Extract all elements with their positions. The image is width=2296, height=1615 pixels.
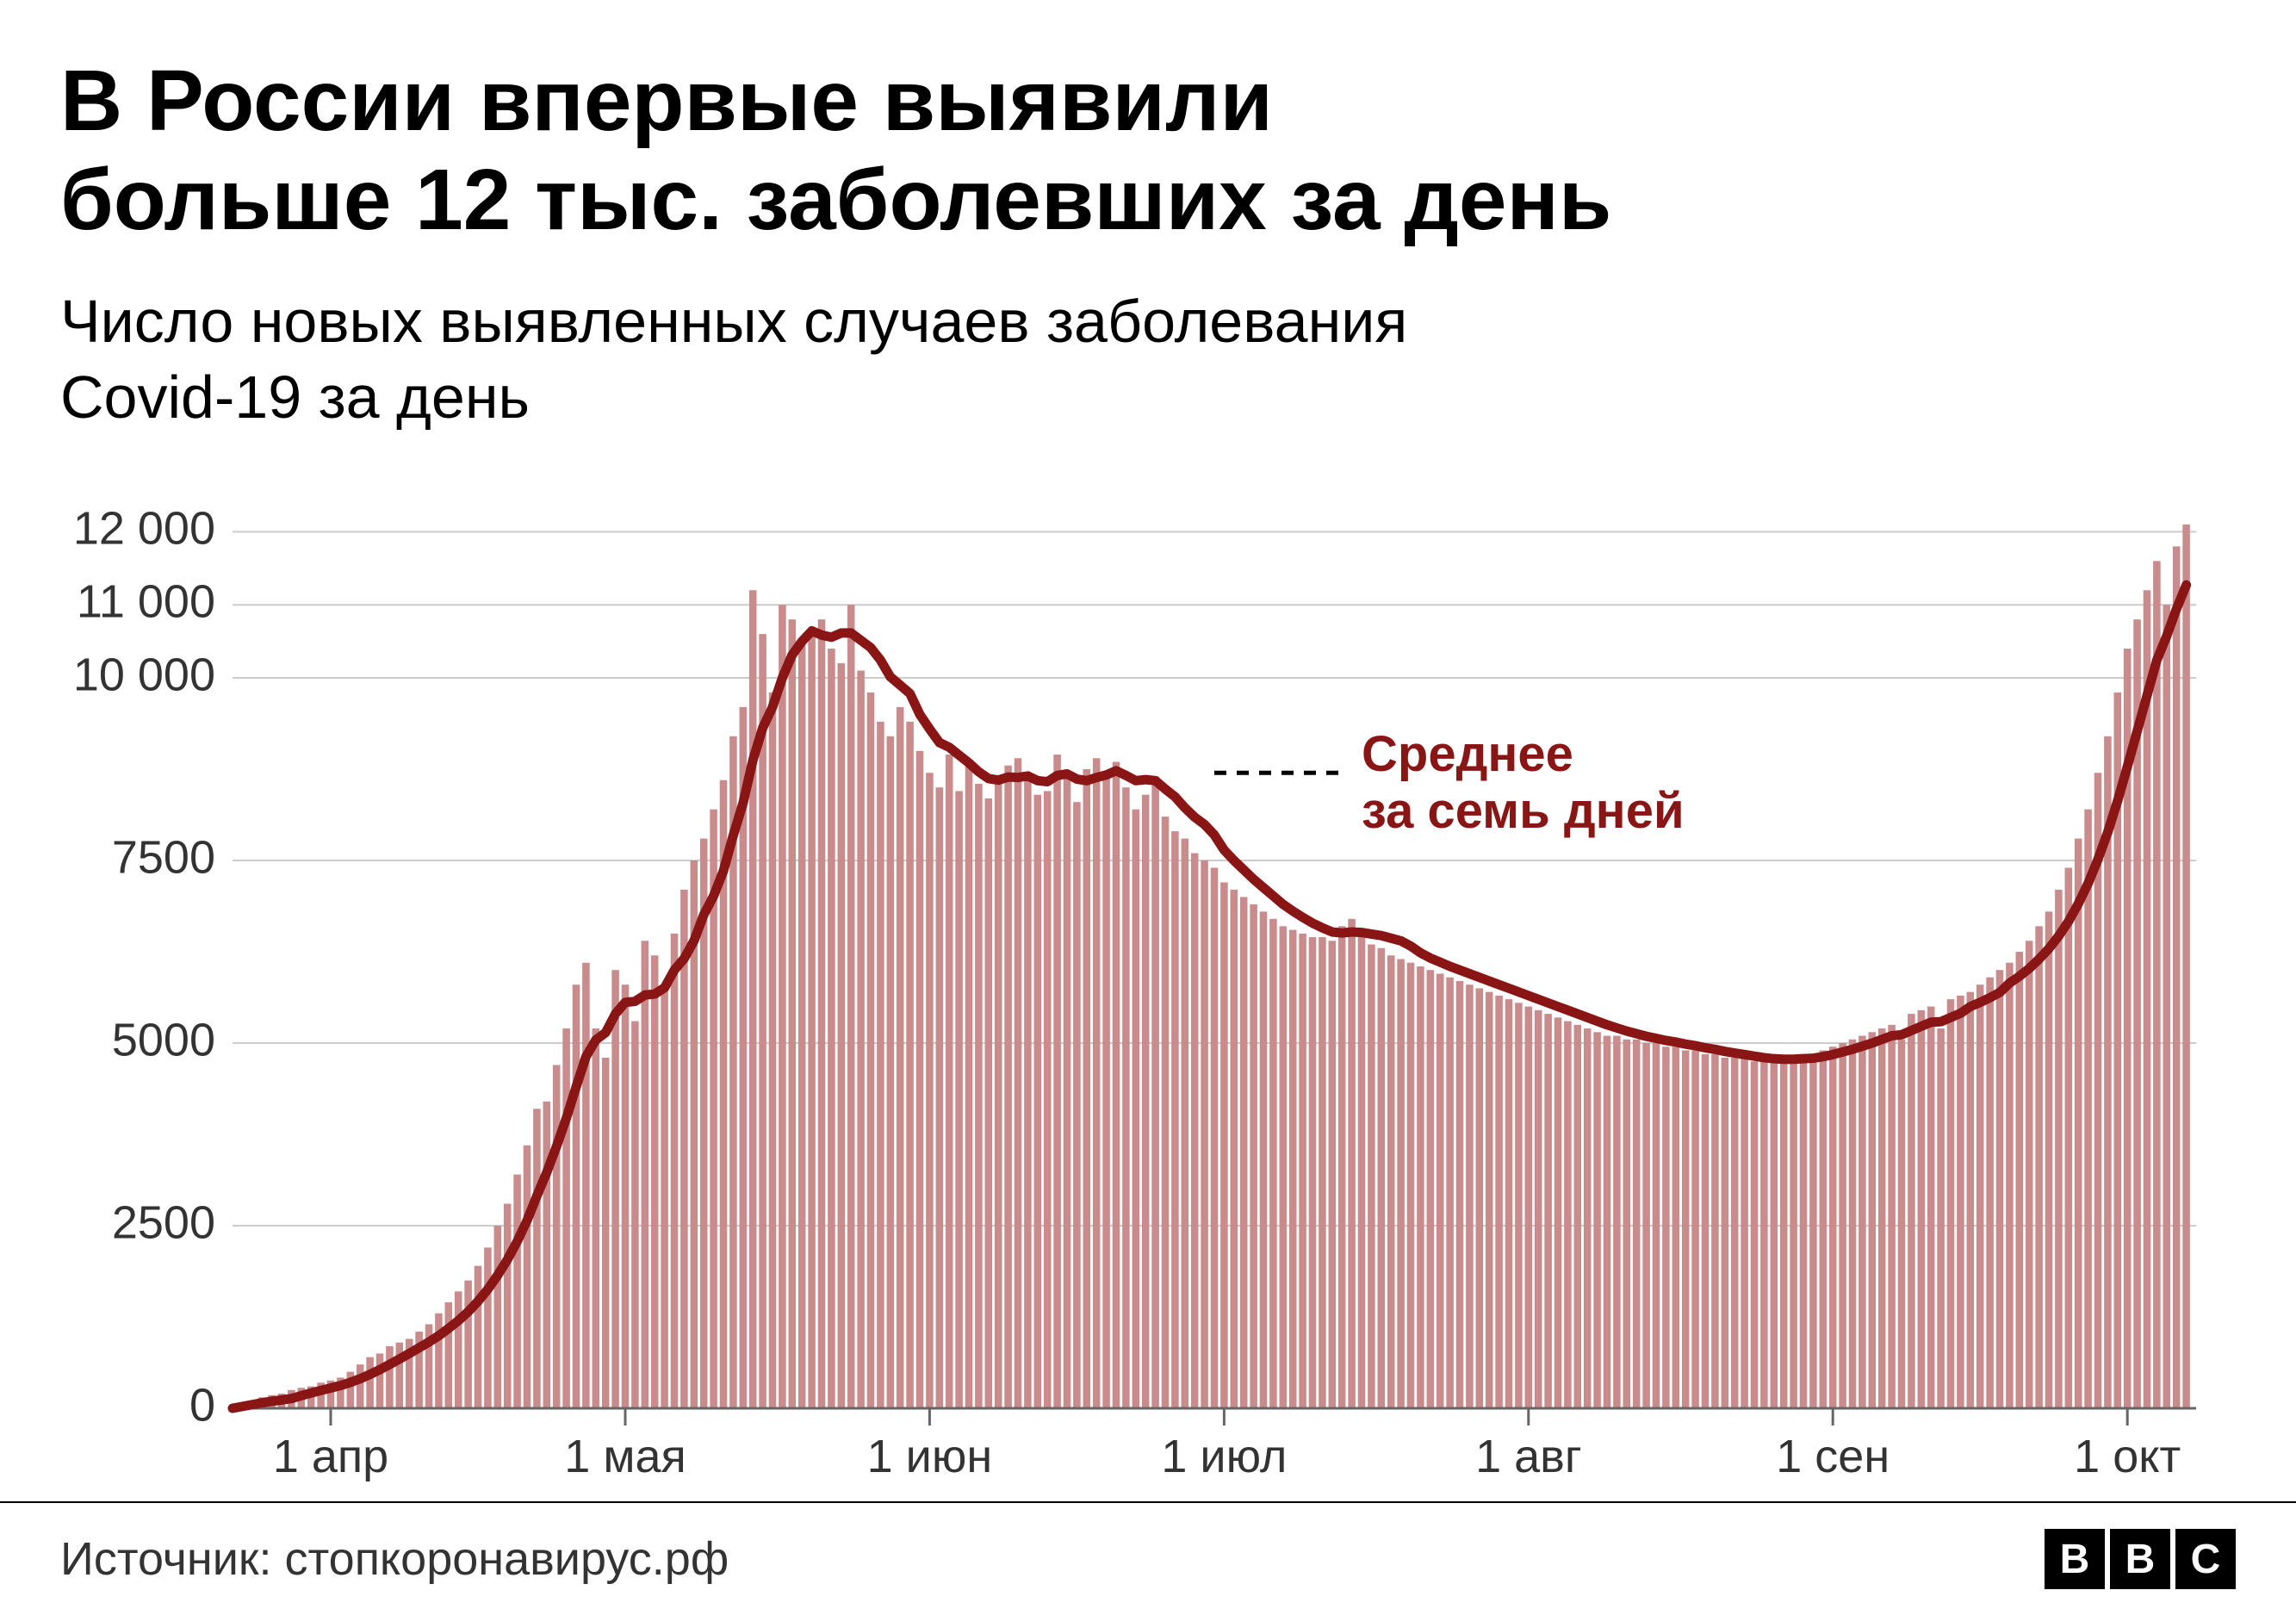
subtitle-line-1: Число новых выявленных случаев заболеван… (60, 288, 1407, 355)
chart-svg: 0 2500 5000 7500 10 000 11 000 12 000 1 апр 1 ма… (60, 478, 2231, 1494)
svg-text:1 июн: 1 июн (867, 1431, 993, 1482)
svg-text:12 000: 12 000 (73, 503, 215, 555)
bbc-logo-c: C (2175, 1529, 2236, 1589)
chart-subtitle: Число новых выявленных случаев заболеван… (60, 284, 2236, 435)
chart-plot-area: 0 2500 5000 7500 10 000 11 000 12 000 1 апр 1 ма… (60, 478, 2236, 1494)
chart-title: В России впервые выявили больше 12 тыс. … (60, 52, 2236, 250)
bbc-logo-b1: B (2045, 1529, 2105, 1589)
svg-text:1 апр: 1 апр (273, 1431, 388, 1482)
svg-text:5000: 5000 (112, 1014, 215, 1065)
subtitle-line-2: Covid-19 за день (60, 363, 530, 431)
bbc-logo: B B C (2045, 1529, 2236, 1589)
svg-text:10 000: 10 000 (73, 649, 215, 700)
svg-text:1 окт: 1 окт (2074, 1431, 2181, 1482)
svg-text:2500: 2500 (112, 1196, 215, 1248)
svg-text:11 000: 11 000 (77, 575, 215, 627)
bars (239, 525, 2190, 1408)
svg-text:1 сен: 1 сен (1776, 1431, 1890, 1482)
svg-text:0: 0 (189, 1379, 215, 1431)
title-line-1: В России впервые выявили (60, 53, 1273, 149)
svg-text:7500: 7500 (112, 831, 215, 883)
svg-text:1 июл: 1 июл (1161, 1431, 1287, 1482)
chart-footer: Источник: стопкоронавирус.рф B B C (0, 1501, 2296, 1615)
source-label: Источник: стопкоронавирус.рф (60, 1532, 729, 1586)
svg-text:1 мая: 1 мая (564, 1431, 686, 1482)
svg-text:1 авг: 1 авг (1475, 1431, 1581, 1482)
chart-container: В России впервые выявили больше 12 тыс. … (0, 0, 2296, 1615)
title-line-2: больше 12 тыс. заболевших за день (60, 152, 1611, 248)
bbc-logo-b2: B (2110, 1529, 2170, 1589)
